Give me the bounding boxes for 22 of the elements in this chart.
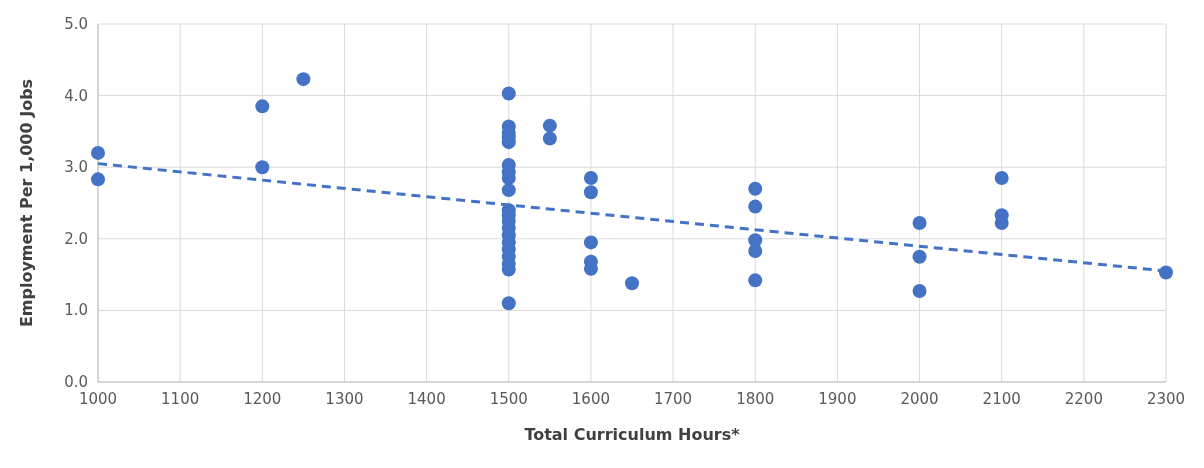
x-tick-label: 1500 [489, 390, 528, 408]
x-tick-label: 1600 [571, 390, 611, 408]
x-tick-label: 2000 [900, 390, 939, 408]
y-tick-label: 3.0 [64, 158, 88, 177]
x-tick-label: 1000 [78, 390, 118, 408]
x-tick-label: 1700 [653, 390, 693, 408]
x-tick-label: 1800 [736, 390, 775, 408]
x-tick-label: 1200 [243, 390, 282, 408]
y-tick-label: 5.0 [64, 15, 88, 33]
x-tick-label: 2100 [982, 390, 1021, 408]
x-tick-label: 1900 [818, 390, 857, 408]
x-axis-title: Total Curriculum Hours* [524, 425, 741, 444]
x-tick-label: 1400 [407, 390, 446, 408]
y-tick-label: 2.0 [64, 229, 88, 248]
x-tick-label: 1300 [325, 390, 364, 408]
x-tick-label: 1100 [161, 390, 200, 408]
y-tick-label: 4.0 [64, 86, 88, 105]
x-tick-label: 2200 [1064, 390, 1103, 408]
y-tick-label: 0.0 [64, 373, 88, 391]
y-axis-title: Employment Per 1,000 Jobs [17, 78, 36, 328]
x-tick-label: 2300 [1146, 390, 1186, 408]
y-tick-label: 1.0 [64, 301, 88, 320]
